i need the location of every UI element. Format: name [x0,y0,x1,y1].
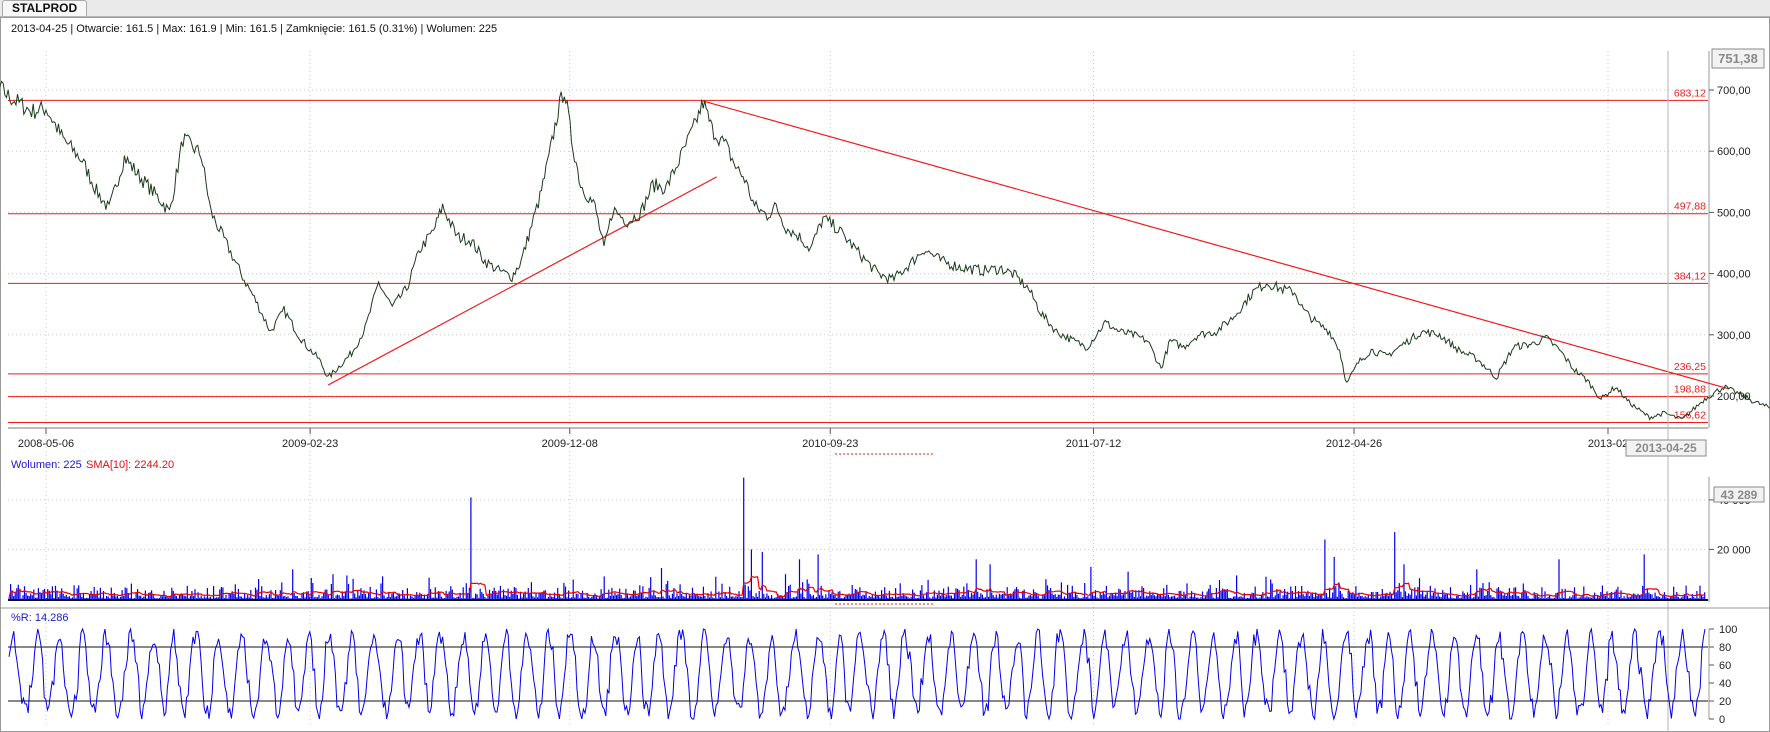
date-marker-label: 2013-04-25 [1635,441,1697,455]
volume-grid [8,499,1708,550]
level-label: 497,88 [1674,201,1706,213]
support-resistance-lines[interactable]: 683,12 497,88 384,12 236,25 198,88 156,62 [8,87,1708,424]
level-label: 156,62 [1674,410,1706,422]
price-grid [8,51,1708,725]
price-x-tick-label: 2013-02 [1588,438,1628,450]
wr-panel[interactable]: 0 20 40 60 80 100 %R: 14.286 [8,612,1737,726]
wr-grid [8,646,1708,702]
wr-y-tick-label: 0 [1719,714,1725,726]
price-y-ticks: 200,00 300,00 400,00 500,00 600,00 700,00 [1709,85,1751,403]
wr-legend: %R: 14.286 [11,612,68,624]
price-y-tick-label: 600,00 [1717,146,1751,158]
chart-frame [0,17,1770,732]
price-y-tick-label: 700,00 [1717,85,1751,97]
level-label: 384,12 [1674,270,1706,282]
price-line [0,80,1770,421]
wr-y-tick-label: 80 [1719,642,1731,654]
date-marker-box [1625,439,1707,457]
price-y-tick-label: 200,00 [1717,391,1751,403]
sma-line [8,576,1705,599]
trend-line [327,176,717,386]
volume-y-tick-label: 20 000 [1717,544,1751,556]
last-price-box [1711,48,1765,69]
trend-lines[interactable] [327,100,1729,390]
trend-line [702,100,1729,390]
price-x-tick-label: 2008-05-06 [18,438,74,450]
price-x-tick-label: 2009-12-08 [542,438,598,450]
price-x-tick-label: 2009-02-23 [282,438,338,450]
price-y-tick-label: 400,00 [1717,269,1751,281]
price-x-tick-label: 2010-09-23 [802,438,858,450]
wr-y-tick-label: 40 [1719,678,1731,690]
price-x-ticks: 2008-05-06 2009-02-23 2009-12-08 2010-09-23… [18,428,1628,450]
sma-legend: SMA[10]: 2244.20 [86,459,174,471]
volume-legend: Wolumen: 225 [11,459,82,471]
level-label: 683,12 [1674,87,1706,99]
price-y-tick-label: 500,00 [1717,207,1751,219]
last-price-label: 751,38 [1718,51,1758,66]
wr-y-ticks: 0 20 40 60 80 100 [1709,624,1737,726]
price-x-tick-label: 2011-07-12 [1066,438,1121,450]
wr-y-tick-label: 20 [1719,696,1731,708]
wr-line [8,627,1706,721]
level-label: 236,25 [1674,361,1706,373]
wr-y-tick-label: 100 [1719,624,1737,636]
tab-stalprod[interactable]: STALPROD [2,0,88,16]
last-volume-label: 43 289 [1721,488,1758,502]
tab-bar: STALPROD [0,0,1770,17]
volume-panel[interactable]: 20 00040 000 Wolumen: 225 SMA[10]: 2244.… [0,459,1770,609]
wr-y-tick-label: 60 [1719,660,1731,672]
price-y-tick-label: 300,00 [1717,330,1751,342]
level-label: 198,88 [1674,384,1706,396]
last-volume-box [1713,486,1765,503]
price-x-tick-label: 2012-04-26 [1326,438,1382,450]
price-info-text: 2013-04-25 | Otwarcie: 161.5 | Max: 161.… [11,23,497,35]
